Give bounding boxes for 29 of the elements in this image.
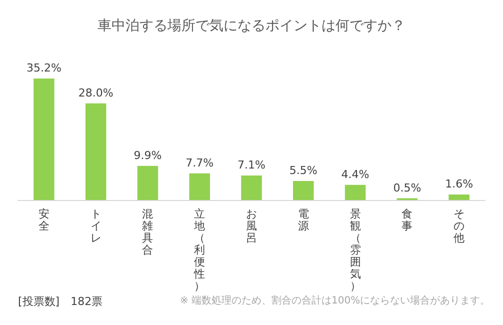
x-tick-label: 食事 (402, 208, 413, 232)
x-tick-label: 景観（雰囲気） (350, 208, 361, 292)
bar (344, 184, 366, 200)
data-label: 0.5% (393, 181, 422, 194)
bar (189, 173, 210, 200)
chart-title: 車中泊する場所で気になるポイントは何ですか？ (98, 18, 406, 34)
data-label: 5.5% (289, 164, 318, 178)
bar (34, 78, 54, 200)
data-label: 4.4% (341, 168, 370, 181)
data-label: 35.2% (26, 62, 62, 75)
x-tick-label: お風呂 (246, 208, 257, 244)
data-label: 7.7% (186, 156, 214, 170)
x-tick-label: 立地（利便性） (193, 208, 206, 292)
data-label: 28.0% (78, 86, 114, 100)
x-tick-label: 安全 (38, 208, 50, 232)
data-label: 9.9% (134, 148, 162, 162)
x-tick-label: トイレ (90, 208, 102, 244)
x-tick-label: その他 (454, 208, 465, 244)
bar (137, 166, 158, 200)
bar (85, 103, 106, 200)
bar (448, 194, 470, 200)
x-tick-label: 電源 (298, 208, 309, 232)
bar (241, 176, 262, 200)
data-label: 7.1% (238, 158, 266, 172)
x-tick-label: 混雑具合 (142, 208, 154, 256)
text: ※ 端数処理のため、割合の合計は100%にならない場合があります。 (180, 294, 490, 306)
bar (293, 181, 314, 200)
text: [投票数] 182票 (18, 295, 103, 308)
data-label: 1.6% (445, 177, 474, 190)
